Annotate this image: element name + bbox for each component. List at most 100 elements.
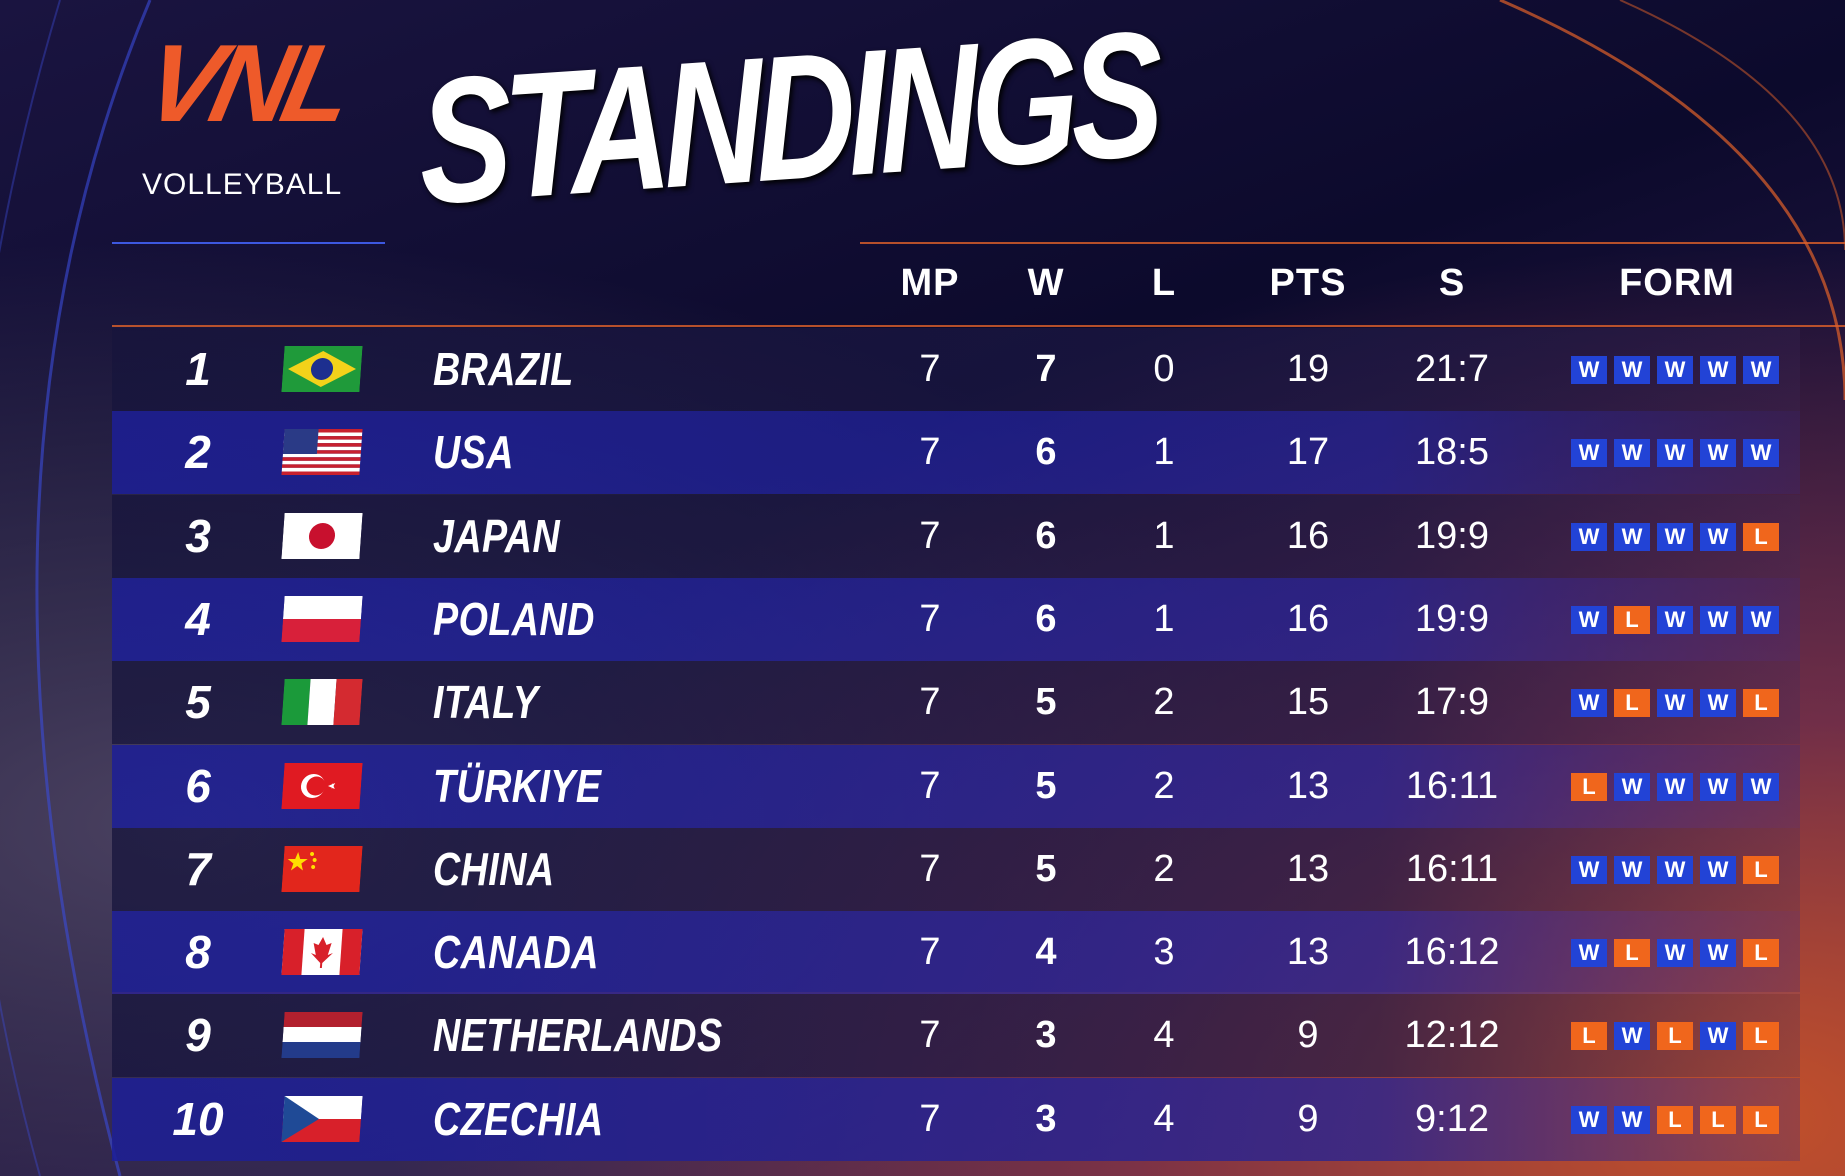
form-badge: L bbox=[1614, 939, 1650, 968]
form-badge: W bbox=[1743, 439, 1779, 468]
table-row: 2 USA 7 6 1 17 18:5 W W W W W bbox=[112, 411, 1800, 495]
sets: 16:12 bbox=[1404, 931, 1500, 974]
form-badge: W bbox=[1700, 356, 1736, 384]
sets: 19:9 bbox=[1415, 514, 1489, 557]
losses: 1 bbox=[1153, 431, 1175, 474]
form-badge: W bbox=[1700, 605, 1736, 634]
wins: 3 bbox=[1035, 1097, 1057, 1140]
rank: 1 bbox=[185, 343, 211, 395]
team-name: POLAND bbox=[433, 592, 595, 645]
matches-played: 7 bbox=[919, 1014, 941, 1057]
losses: 3 bbox=[1153, 931, 1175, 974]
flag bbox=[281, 429, 363, 476]
flag bbox=[281, 595, 363, 642]
form-badge: L bbox=[1657, 1022, 1693, 1051]
table-row: 4 POLAND 7 6 1 16 19:9 W L W W W bbox=[112, 577, 1800, 661]
form-badge: W bbox=[1614, 356, 1650, 384]
form-badge: W bbox=[1743, 356, 1779, 384]
form-badge: W bbox=[1571, 439, 1607, 468]
form-badge: L bbox=[1614, 689, 1650, 718]
matches-played: 7 bbox=[919, 348, 941, 390]
sets: 16:11 bbox=[1405, 847, 1499, 890]
rank: 3 bbox=[185, 509, 211, 562]
form-badge: W bbox=[1571, 855, 1607, 884]
wins: 5 bbox=[1035, 764, 1057, 807]
losses: 1 bbox=[1153, 514, 1175, 557]
table-row: 5 ITALY 7 5 2 15 17:9 W L W W L bbox=[112, 661, 1800, 745]
form-badge: W bbox=[1571, 522, 1607, 551]
team-name: JAPAN bbox=[433, 509, 561, 562]
matches-played: 7 bbox=[919, 847, 941, 890]
form-badge: W bbox=[1700, 939, 1736, 968]
points: 17 bbox=[1286, 431, 1330, 474]
team-name: TÜRKIYE bbox=[433, 759, 602, 812]
flag bbox=[281, 845, 363, 892]
wins: 6 bbox=[1035, 431, 1057, 474]
form-badge: L bbox=[1743, 855, 1779, 884]
points: 13 bbox=[1286, 847, 1330, 890]
wins: 3 bbox=[1035, 1014, 1057, 1057]
rank: 9 bbox=[185, 1009, 211, 1062]
form-badge: W bbox=[1614, 1022, 1650, 1051]
rank: 10 bbox=[172, 1092, 224, 1145]
team-name: CHINA bbox=[433, 842, 555, 895]
matches-played: 7 bbox=[919, 431, 941, 474]
matches-played: 7 bbox=[919, 514, 941, 557]
form-badge: L bbox=[1571, 772, 1607, 801]
flag bbox=[281, 512, 363, 559]
form-badge: L bbox=[1700, 1105, 1736, 1134]
matches-played: 7 bbox=[919, 1097, 941, 1140]
losses: 2 bbox=[1153, 681, 1175, 724]
points: 13 bbox=[1286, 931, 1330, 974]
matches-played: 7 bbox=[919, 681, 941, 724]
points: 13 bbox=[1286, 764, 1330, 807]
form-badge: L bbox=[1743, 689, 1779, 718]
form-badge: L bbox=[1657, 1105, 1693, 1134]
form-badge: W bbox=[1614, 855, 1650, 884]
form-badge: W bbox=[1614, 522, 1650, 551]
form-badge: W bbox=[1700, 1022, 1736, 1051]
sets: 19:9 bbox=[1415, 597, 1489, 640]
form-badge: W bbox=[1571, 1105, 1607, 1134]
losses: 2 bbox=[1153, 847, 1175, 890]
sets: 12:12 bbox=[1404, 1014, 1500, 1057]
flag bbox=[281, 929, 363, 976]
points: 9 bbox=[1297, 1097, 1319, 1140]
form-badge: W bbox=[1614, 772, 1650, 801]
table-row: 8 CANADA 7 4 3 13 16:12 W L W W L bbox=[112, 911, 1800, 995]
losses: 2 bbox=[1153, 764, 1175, 807]
table-row: 1 BRAZIL 7 7 0 19 21:7 W W W W W bbox=[112, 328, 1800, 411]
wins: 5 bbox=[1035, 847, 1057, 890]
rank: 5 bbox=[185, 676, 211, 729]
form-badge: W bbox=[1571, 356, 1607, 384]
table-row: 9 NETHERLANDS 7 3 4 9 12:12 L W L W L bbox=[112, 994, 1800, 1078]
sets: 9:12 bbox=[1415, 1097, 1489, 1140]
form-badge: W bbox=[1743, 772, 1779, 801]
team-name: NETHERLANDS bbox=[433, 1009, 723, 1062]
rank: 8 bbox=[185, 926, 211, 979]
form-badge: W bbox=[1657, 939, 1693, 968]
losses: 4 bbox=[1153, 1014, 1175, 1057]
table-row: 6 TÜRKIYE 7 5 2 13 16:11 L W W W W bbox=[112, 744, 1800, 828]
wins: 4 bbox=[1035, 931, 1057, 974]
wins: 6 bbox=[1035, 514, 1057, 557]
column-header: FORM bbox=[1619, 262, 1735, 304]
team-name: USA bbox=[433, 426, 514, 479]
form-badge: L bbox=[1571, 1022, 1607, 1051]
rank: 2 bbox=[185, 426, 211, 479]
column-header: W bbox=[1027, 262, 1065, 304]
form-badge: L bbox=[1743, 1022, 1779, 1051]
sets: 16:11 bbox=[1405, 764, 1499, 807]
table-row: 7 CHINA 7 5 2 13 16:11 W W W W L bbox=[112, 827, 1800, 911]
wins: 6 bbox=[1035, 597, 1057, 640]
logo-text: VOLLEYBALL bbox=[142, 168, 343, 201]
losses: 0 bbox=[1153, 348, 1175, 390]
form-badge: W bbox=[1700, 772, 1736, 801]
matches-played: 7 bbox=[919, 931, 941, 974]
points: 16 bbox=[1286, 597, 1330, 640]
form-badge: W bbox=[1657, 439, 1693, 468]
form-badge: W bbox=[1657, 605, 1693, 634]
sets: 18:5 bbox=[1415, 431, 1489, 474]
table-row: 10 CZECHIA 7 3 4 9 9:12 W W L L L bbox=[112, 1077, 1800, 1161]
